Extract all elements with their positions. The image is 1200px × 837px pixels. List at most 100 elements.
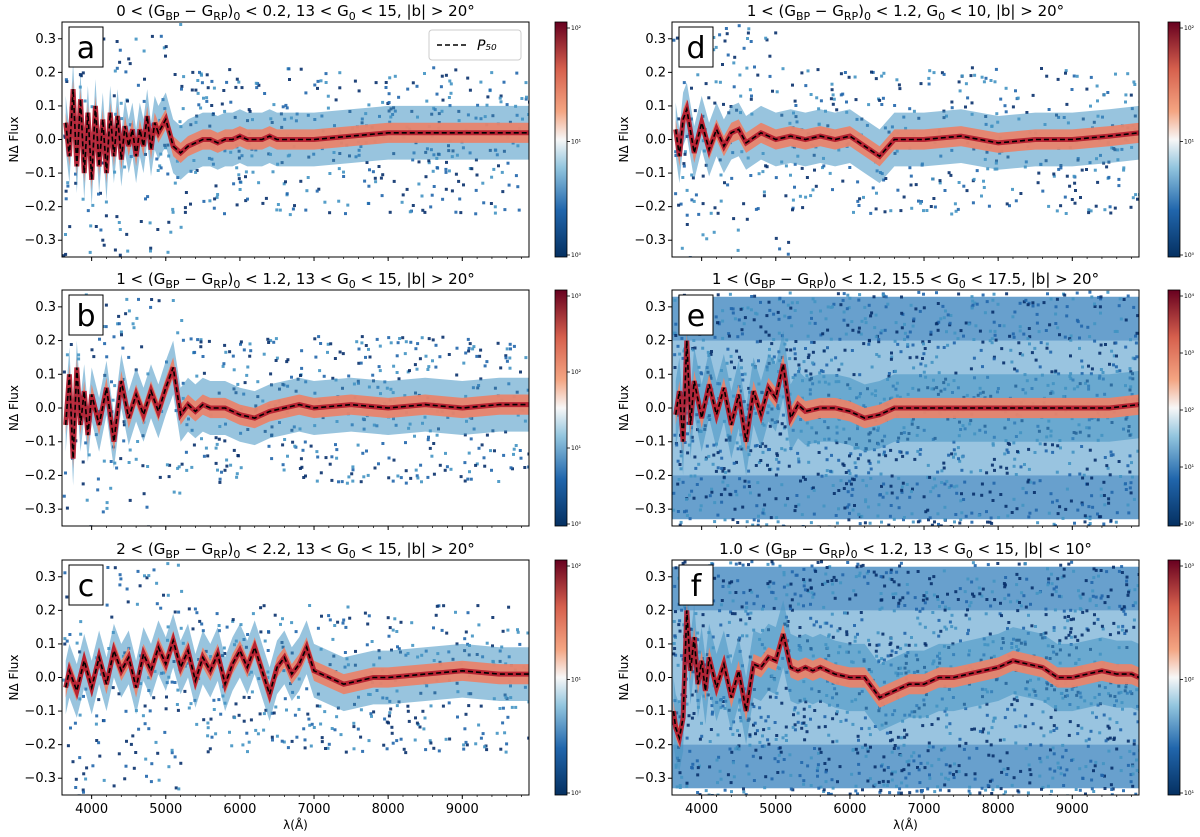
colorbar-gradient bbox=[1167, 559, 1181, 796]
y-tick-label: 0.1 bbox=[35, 367, 56, 382]
panel-letter-box bbox=[68, 26, 104, 68]
colorbar-tick-label: 10³ bbox=[1184, 350, 1195, 357]
panel-letter: e bbox=[687, 299, 705, 334]
p50-line bbox=[674, 340, 1139, 442]
y-tick-label: −0.2 bbox=[24, 468, 56, 483]
panel-c: 0.3 0.2 0.1 0.0 −0.1 −0.2 −0.3 4000 5000 6000 7000… bbox=[7, 540, 582, 832]
panel-title: 2 < (GBP​ − GRP​)0​ < 2.2, 13 < G0​ < 15… bbox=[116, 540, 475, 561]
panel-letter: d bbox=[686, 31, 705, 66]
y-tick-label: −0.2 bbox=[634, 738, 666, 753]
p50-line bbox=[672, 610, 1139, 741]
colorbar-tick-label: 10⁰ bbox=[571, 252, 582, 259]
panel-title: 1 < (GBP​ − GRP​)0​ < 1.2, 13 < G0​ < 15… bbox=[116, 270, 475, 291]
panel-letter-box bbox=[678, 26, 714, 68]
colorbar-gradient bbox=[554, 21, 568, 258]
heatmap-f bbox=[672, 560, 1139, 795]
y-axis-label: NΔ Flux bbox=[617, 655, 631, 701]
y-tick-label: −0.3 bbox=[24, 502, 56, 517]
density-band-core bbox=[65, 357, 529, 469]
x-axis-label: λ(Å) bbox=[283, 817, 308, 832]
y-tick-label: 0.1 bbox=[35, 637, 56, 652]
colorbar-tick-label: 10² bbox=[571, 369, 582, 376]
density-band-outer bbox=[675, 306, 1139, 476]
y-tick-label: −0.1 bbox=[24, 166, 56, 181]
density-band-outer bbox=[673, 576, 1139, 772]
x-tick-label: 6000 bbox=[223, 802, 256, 817]
panel-title: 1.0 < (GBP​ − GRP​)0​ < 1.2, 13 < G0​ < … bbox=[719, 540, 1092, 561]
colorbar-tick-label: 10¹ bbox=[1184, 139, 1195, 146]
y-axis-label: NΔ Flux bbox=[617, 385, 631, 431]
panel-letter-box bbox=[678, 564, 714, 606]
colorbar: 10⁴ 10³ 10² 10¹ 10⁰ bbox=[1167, 289, 1195, 528]
colorbar-tick-label: 10¹ bbox=[571, 445, 582, 452]
x-tick-label: 8000 bbox=[372, 802, 405, 817]
y-tick-label: −0.3 bbox=[24, 771, 56, 786]
y-axis-label: NΔ Flux bbox=[7, 385, 21, 431]
x-tick-label: 4000 bbox=[75, 802, 108, 817]
y-tick-label: −0.1 bbox=[634, 166, 666, 181]
y-tick-label: 0.1 bbox=[645, 637, 666, 652]
y-tick-label: 0.0 bbox=[35, 401, 56, 416]
colorbar-tick-label: 10² bbox=[571, 25, 582, 32]
heatmap-e bbox=[672, 290, 1139, 526]
y-tick-label: 0.0 bbox=[35, 671, 56, 686]
y-axis-label: NΔ Flux bbox=[7, 117, 21, 163]
y-tick-label: 0.0 bbox=[645, 671, 666, 686]
y-tick-label: −0.1 bbox=[24, 435, 56, 450]
panel-d: 0.3 0.2 0.1 0.0 −0.1 −0.2 −0.3 NΔ Flux 1 < (GBP​… bbox=[617, 2, 1195, 261]
y-tick-label: 0.3 bbox=[645, 32, 666, 47]
x-tick-label: 8000 bbox=[982, 802, 1015, 817]
p50-line bbox=[64, 89, 529, 180]
density-band-core bbox=[673, 600, 1139, 748]
panel-b: 0.3 0.2 0.1 0.0 −0.1 −0.2 −0.3 NΔ Flux 1 < (GBP​… bbox=[7, 270, 582, 530]
y-tick-label: 0.0 bbox=[645, 401, 666, 416]
panel-title: 0 < (GBP​ − GRP​)0​ < 0.2, 13 < G0​ < 15… bbox=[116, 2, 475, 23]
x-tick-label: 7000 bbox=[907, 802, 940, 817]
x-tick-label: 5000 bbox=[759, 802, 792, 817]
colorbar-gradient bbox=[554, 289, 568, 527]
x-axis-label: λ(Å) bbox=[893, 817, 918, 832]
panel-title: 1 < (GBP​ − GRP​)0​ < 1.2, G0​ < 10, |b|… bbox=[747, 2, 1064, 23]
colorbar: 10³ 10² 10¹ 10⁰ bbox=[554, 289, 582, 528]
heatmap-a bbox=[62, 22, 529, 257]
colorbar-tick-label: 10⁰ bbox=[571, 521, 582, 528]
y-tick-label: −0.3 bbox=[24, 233, 56, 248]
y-tick-label: 0.1 bbox=[645, 367, 666, 382]
x-tick-label: 6000 bbox=[833, 802, 866, 817]
panel-letter-box bbox=[68, 564, 104, 606]
legend-entry: P₅₀ bbox=[477, 38, 497, 54]
y-axis-label: NΔ Flux bbox=[7, 655, 21, 701]
colorbar-tick-label: 10¹ bbox=[1184, 464, 1195, 471]
y-tick-label: −0.3 bbox=[634, 771, 666, 786]
y-axis-label: NΔ Flux bbox=[617, 117, 631, 163]
p50-line bbox=[674, 106, 1139, 158]
colorbar-gradient bbox=[1167, 21, 1181, 258]
colorbar: 10² 10¹ 10⁰ bbox=[554, 21, 582, 259]
colorbar: 10³ 10² 10¹ bbox=[1167, 559, 1195, 797]
y-tick-label: −0.2 bbox=[634, 200, 666, 215]
y-tick-label: −0.2 bbox=[24, 738, 56, 753]
y-tick-label: 0.3 bbox=[645, 300, 666, 315]
y-tick-label: 0.3 bbox=[35, 32, 56, 47]
p50-line bbox=[64, 367, 529, 459]
y-tick-label: −0.2 bbox=[634, 468, 666, 483]
colorbar-tick-label: 10¹ bbox=[1184, 790, 1195, 797]
panel-letter: a bbox=[77, 31, 95, 66]
y-tick-label: 0.2 bbox=[645, 65, 666, 80]
y-tick-label: 0.1 bbox=[35, 99, 56, 114]
y-tick-label: 0.2 bbox=[645, 334, 666, 349]
legend-box bbox=[428, 29, 522, 61]
x-tick-label: 5000 bbox=[149, 802, 182, 817]
y-tick-label: −0.1 bbox=[634, 704, 666, 719]
colorbar: 10² 10¹ 10⁰ bbox=[1167, 21, 1195, 259]
panel-letter: c bbox=[78, 569, 95, 604]
y-tick-label: −0.2 bbox=[24, 200, 56, 215]
y-tick-label: 0.1 bbox=[645, 99, 666, 114]
x-tick-label: 7000 bbox=[297, 802, 330, 817]
y-tick-label: −0.3 bbox=[634, 502, 666, 517]
panel-letter: f bbox=[691, 569, 703, 604]
panel-f: 0.3 0.2 0.1 0.0 −0.1 −0.2 −0.3 4000 5000 6000 7000… bbox=[617, 540, 1195, 832]
colorbar-tick-label: 10² bbox=[1184, 677, 1195, 684]
x-tick-label: 9000 bbox=[1056, 802, 1089, 817]
